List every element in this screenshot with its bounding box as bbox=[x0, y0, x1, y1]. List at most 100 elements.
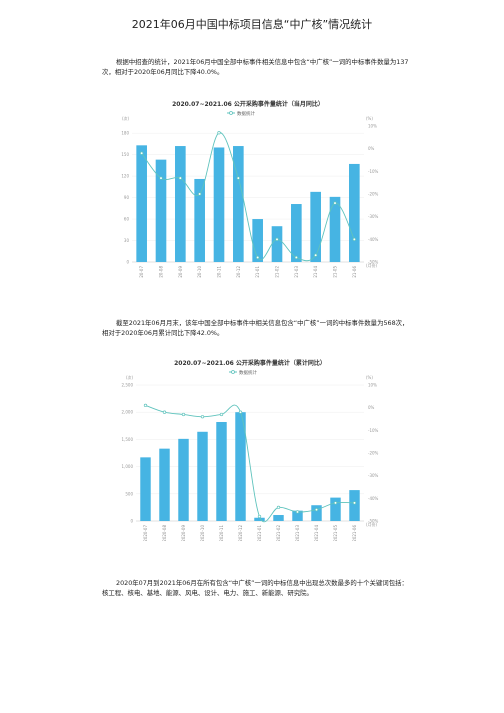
x-tick-label: 2021-05 bbox=[333, 266, 338, 278]
bar bbox=[254, 517, 265, 521]
x-axis-unit: (月份) bbox=[366, 521, 378, 527]
y2-tick-label: -30% bbox=[368, 214, 379, 219]
chart-title: 2020.07~2021.06 公开采购事件量统计（当月同比） bbox=[172, 100, 324, 108]
y2-tick-label: -30% bbox=[368, 473, 379, 478]
line-point bbox=[143, 403, 148, 408]
line-point bbox=[198, 192, 202, 196]
x-tick-label: 2020-12 bbox=[236, 266, 241, 278]
y2-tick-label: -20% bbox=[368, 451, 379, 456]
line-point bbox=[159, 176, 163, 180]
bar bbox=[159, 448, 170, 521]
x-tick-label: 2021-02 bbox=[275, 266, 280, 278]
x-tick-label: 2020-07 bbox=[143, 525, 148, 541]
x-tick-label: 2021-03 bbox=[294, 266, 299, 278]
x-tick-label: 2021-06 bbox=[352, 525, 357, 541]
legend-marker-icon bbox=[231, 370, 235, 374]
line-point bbox=[140, 151, 144, 155]
line-point bbox=[238, 410, 243, 414]
paragraph-1: 根据中招查的统计，2021年06月中国全部中标事件相关信息中包含“中广核”一词的… bbox=[102, 58, 409, 76]
line-point bbox=[314, 253, 318, 257]
y2-tick-label: 10% bbox=[368, 124, 377, 129]
document-title: 2021年06月中国中标项目信息“中广核”情况统计 bbox=[131, 18, 373, 31]
bar bbox=[197, 431, 208, 521]
y2-axis-unit: (%) bbox=[366, 116, 373, 121]
x-tick-label: 2021-04 bbox=[313, 266, 318, 278]
legend-marker-icon bbox=[229, 111, 233, 115]
y-tick-label: 1,000 bbox=[122, 464, 134, 469]
x-tick-label: 2020-11 bbox=[219, 525, 224, 541]
y2-tick-label: -50% bbox=[368, 519, 379, 524]
line-point bbox=[352, 501, 357, 505]
line-point bbox=[333, 201, 337, 205]
y-tick-label: 30 bbox=[124, 238, 130, 243]
line-point bbox=[294, 255, 298, 260]
y-tick-label: 120 bbox=[121, 174, 129, 179]
line-point bbox=[333, 501, 338, 505]
y-tick-label: 150 bbox=[121, 152, 129, 157]
x-tick-label: 2020-11 bbox=[217, 266, 222, 278]
chart-cumulative: 2020.07~2021.06 公开采购事件量统计（累计同比） 数据统计 (次) (%… bbox=[122, 359, 379, 541]
x-tick-label: 2020-09 bbox=[181, 525, 186, 541]
bar bbox=[329, 196, 341, 262]
line-point bbox=[178, 176, 182, 180]
y2-tick-label: -10% bbox=[368, 169, 379, 174]
line-point bbox=[217, 131, 221, 135]
x-tick-label: 2020-07 bbox=[139, 266, 144, 278]
y-tick-label: 60 bbox=[124, 217, 130, 222]
y2-tick-label: 0% bbox=[368, 146, 375, 151]
bar bbox=[291, 204, 302, 262]
bar bbox=[330, 497, 341, 521]
y2-tick-label: -20% bbox=[368, 192, 379, 197]
bar bbox=[292, 510, 303, 521]
chart-monthly: 2020.07~2021.06 公开采购事件量统计（当月同比） 数据统计 (次) (%… bbox=[121, 100, 379, 278]
line-point bbox=[257, 514, 262, 519]
x-tick-label: 2021-03 bbox=[295, 525, 300, 541]
line-point bbox=[256, 255, 260, 260]
line-point bbox=[295, 510, 300, 514]
bar bbox=[136, 145, 147, 262]
y-axis-unit: (次) bbox=[126, 374, 134, 380]
y-axis-unit: (次) bbox=[122, 115, 130, 121]
y2-tick-label: -10% bbox=[368, 428, 379, 433]
line-point bbox=[314, 508, 319, 512]
paragraph-2: 截至2021年06月月末，该年中国全部中标事件中相关信息包含“中广核”一词的中标… bbox=[102, 319, 409, 337]
legend-label: 数据统计 bbox=[239, 369, 257, 376]
x-tick-label: 2020-12 bbox=[238, 525, 243, 541]
bar bbox=[233, 146, 244, 262]
y2-tick-label: -40% bbox=[368, 496, 379, 501]
chart-title: 2020.07~2021.06 公开采购事件量统计（累计同比） bbox=[174, 359, 326, 367]
bar bbox=[216, 421, 227, 521]
y-tick-label: 0 bbox=[130, 519, 133, 524]
x-tick-label: 2020-10 bbox=[197, 266, 202, 278]
bar bbox=[194, 178, 205, 262]
x-tick-label: 2021-01 bbox=[255, 266, 260, 278]
line-point bbox=[352, 237, 356, 241]
y2-tick-label: -50% bbox=[368, 260, 379, 265]
paragraph-3: 2020年07月到2021年06月在所有包含“中广核”一词的中标信息中出现总次数… bbox=[102, 579, 408, 597]
bar bbox=[311, 505, 322, 521]
y-tick-label: 90 bbox=[124, 195, 130, 200]
y2-tick-label: 10% bbox=[368, 383, 377, 388]
line-point bbox=[275, 237, 279, 241]
x-tick-label: 2020-08 bbox=[162, 525, 167, 541]
y2-tick-label: -40% bbox=[368, 237, 379, 242]
bar bbox=[252, 219, 263, 262]
x-tick-label: 2021-01 bbox=[257, 525, 262, 541]
bar bbox=[349, 163, 360, 262]
bar bbox=[349, 490, 360, 521]
y2-tick-label: 0% bbox=[368, 405, 375, 410]
y-tick-label: 0 bbox=[126, 260, 129, 265]
y2-axis-unit: (%) bbox=[366, 375, 373, 380]
y-tick-label: 2,000 bbox=[122, 410, 134, 415]
line-point bbox=[181, 412, 186, 417]
x-tick-label: 2021-06 bbox=[352, 266, 357, 278]
y-tick-label: 1,500 bbox=[122, 437, 134, 442]
bar bbox=[155, 159, 167, 262]
x-tick-label: 2021-04 bbox=[314, 525, 319, 541]
bar bbox=[140, 457, 151, 521]
line-point bbox=[236, 176, 240, 180]
x-tick-label: 2021-05 bbox=[333, 525, 338, 541]
x-axis-unit: (月份) bbox=[366, 262, 378, 268]
legend-label: 数据统计 bbox=[237, 110, 255, 117]
x-tick-label: 2020-09 bbox=[178, 266, 183, 278]
